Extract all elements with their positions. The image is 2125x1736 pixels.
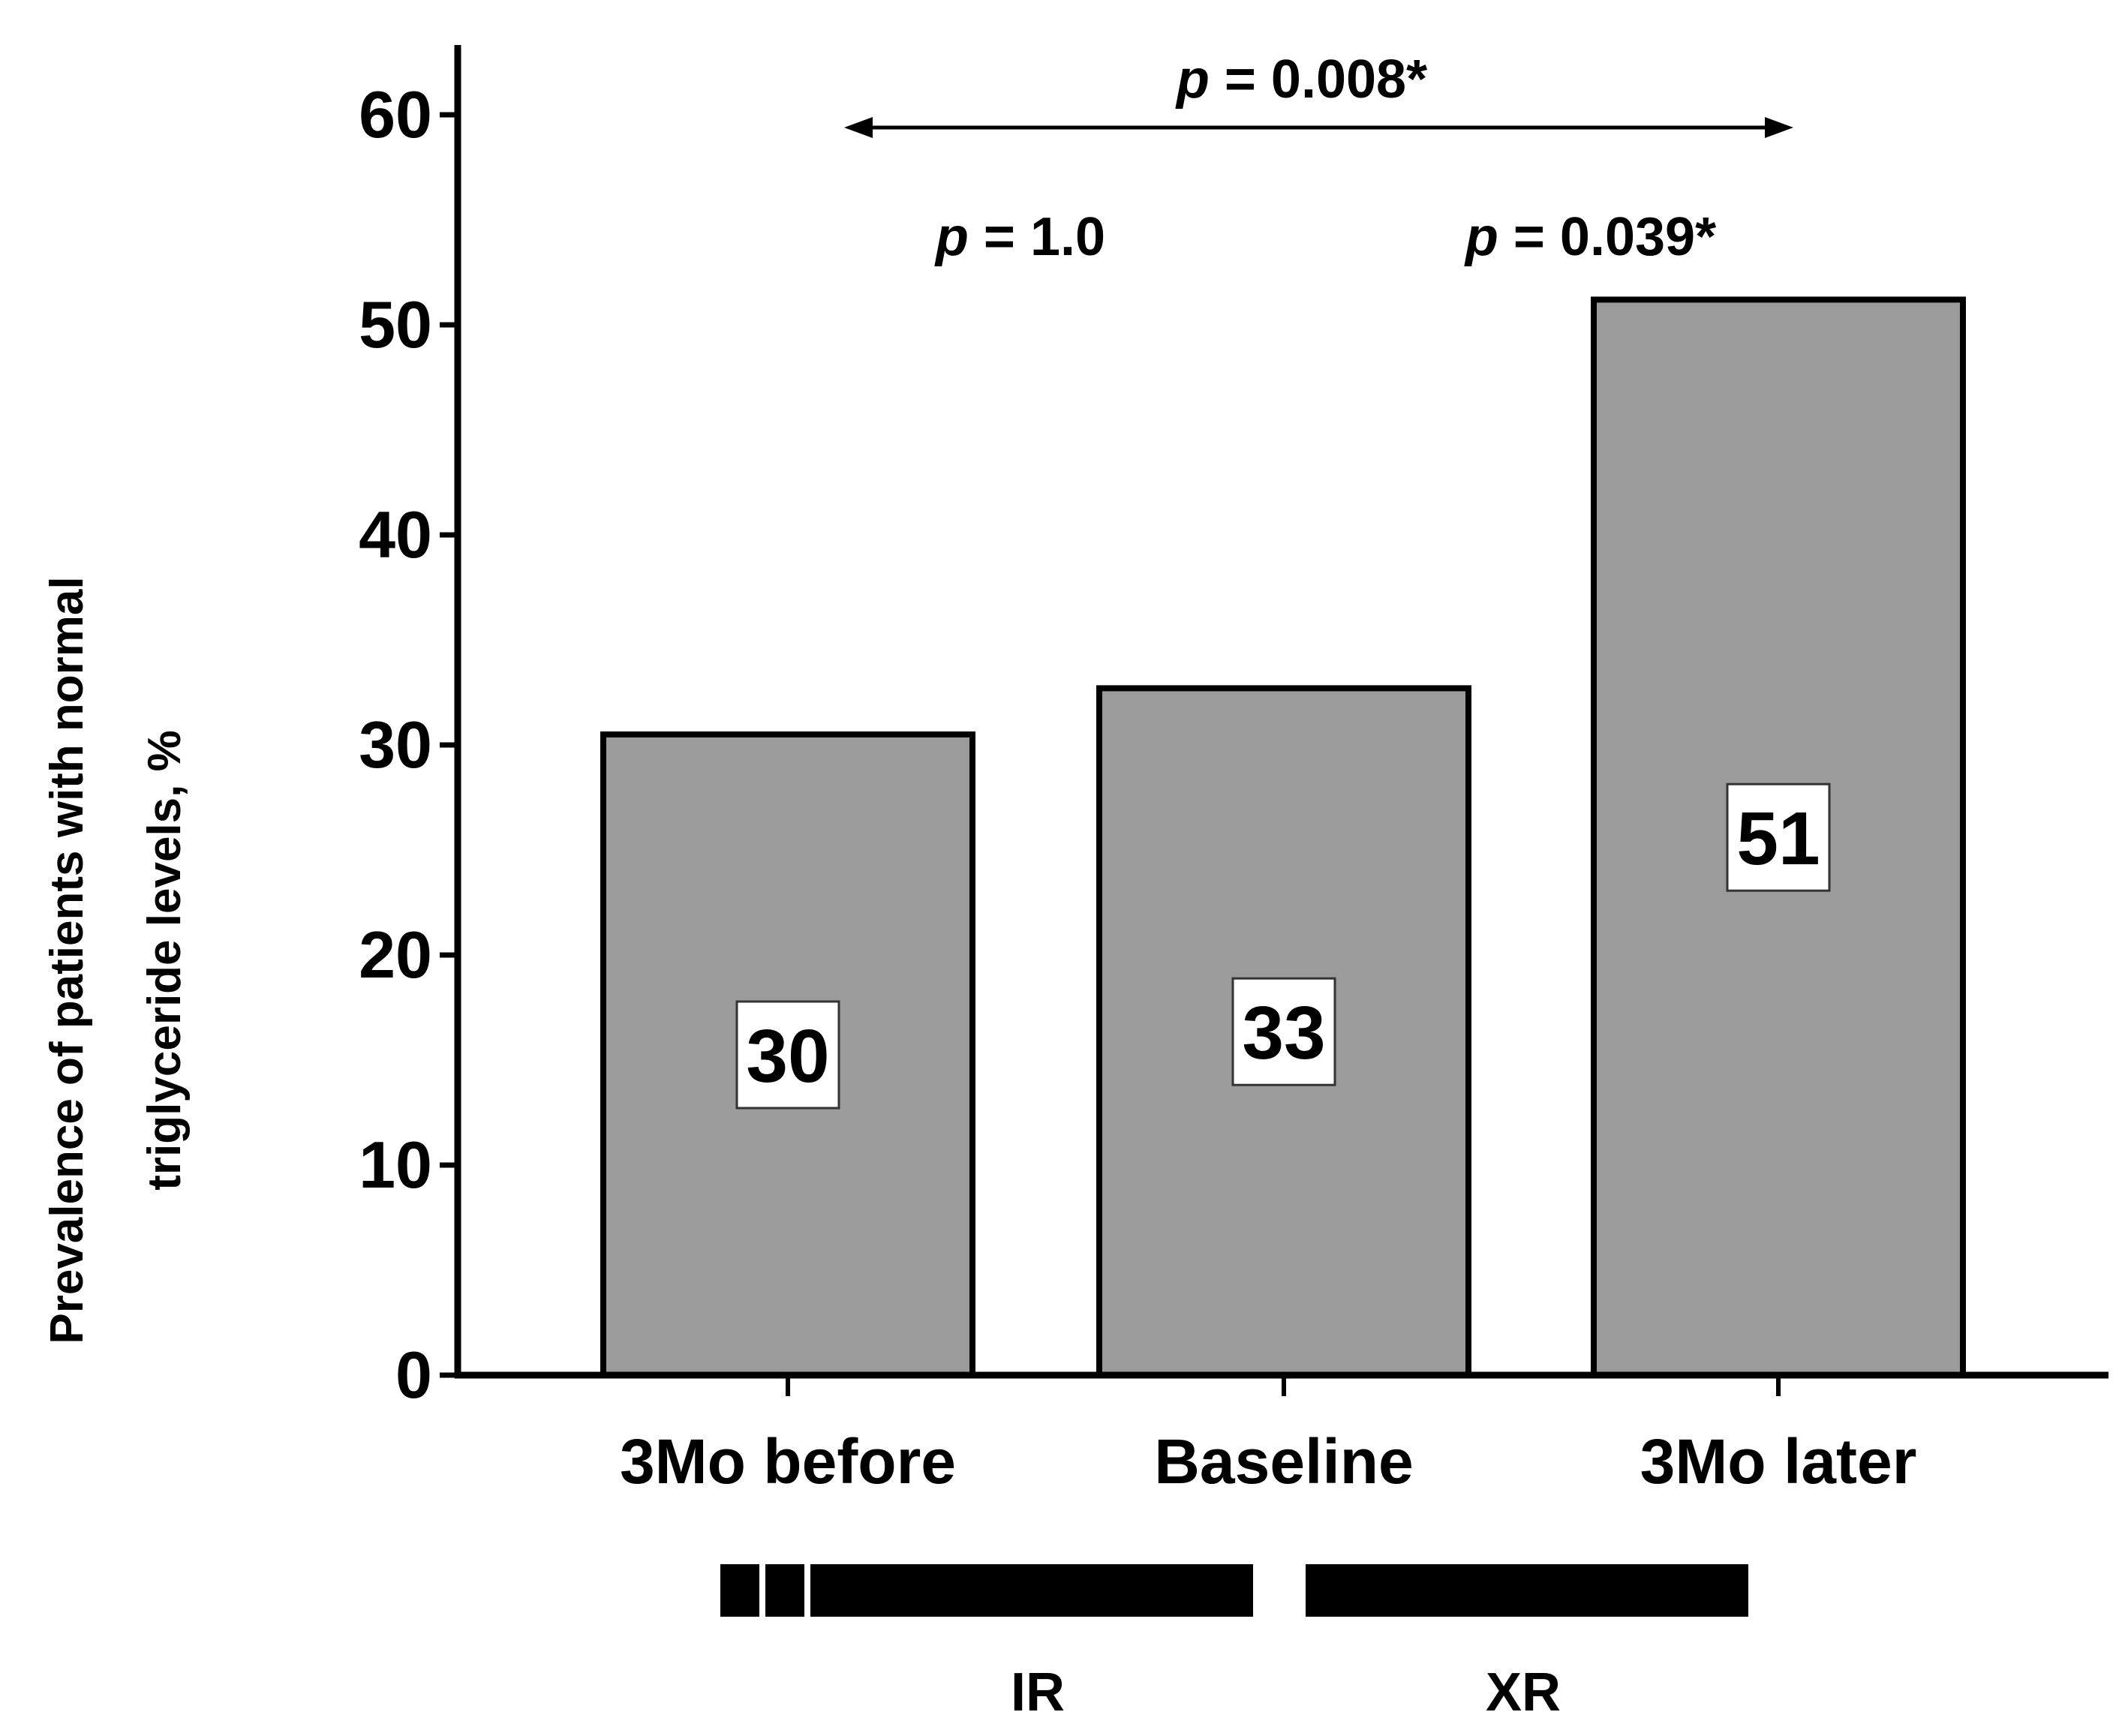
- value-label-box-2: [1726, 782, 1831, 892]
- ir-period-segment-2: [765, 1564, 804, 1617]
- value-label-2: 51: [1736, 797, 1820, 881]
- value-label-0: 30: [746, 1014, 829, 1098]
- ir-period-segment-3: [810, 1564, 1253, 1617]
- value-label-box-0: [735, 1000, 840, 1110]
- ir-period-label: IR: [1011, 1662, 1065, 1722]
- x-tick-label-1: Baseline: [1154, 1426, 1414, 1497]
- y-tick-label-6: 60: [359, 77, 432, 152]
- significance-annotations: p = 0.008* p = 1.0 p = 0.039*: [844, 50, 1793, 267]
- value-labels: 30 33 51: [735, 782, 1831, 1110]
- p-value-pair-1: p = 1.0: [934, 207, 1105, 267]
- y-tick-label-1: 10: [359, 1128, 432, 1202]
- y-tick-label-5: 50: [359, 287, 432, 362]
- ir-period-segment-1: [720, 1564, 759, 1617]
- p-value-pair-2: p = 0.039*: [1464, 207, 1716, 267]
- arrow-head-left: [844, 117, 873, 138]
- y-axis-title-line-2: triglyceride levels, %: [139, 730, 191, 1190]
- y-tick-label-3: 30: [359, 707, 432, 782]
- arrow-head-right: [1765, 117, 1793, 138]
- xr-period-label: XR: [1486, 1662, 1561, 1722]
- y-axis-ticks: 0 10 20 30 40 50 60: [359, 77, 458, 1412]
- y-axis-title-line-1: Prevalence of patients with normal: [41, 576, 93, 1344]
- value-label-box-1: [1231, 977, 1336, 1086]
- p-value-overall: p = 0.008*: [1175, 50, 1427, 110]
- y-tick-label-0: 0: [395, 1338, 432, 1412]
- y-tick-label-2: 20: [359, 918, 432, 992]
- xr-period-bar: [1306, 1564, 1748, 1617]
- y-axis-title: Prevalence of patients with normal trigl…: [41, 576, 191, 1344]
- x-tick-label-0: 3Mo before: [620, 1426, 956, 1497]
- value-label-1: 33: [1242, 991, 1325, 1075]
- x-axis-ticks: 3Mo before Baseline 3Mo later: [620, 1375, 1916, 1497]
- treatment-periods: IR XR: [720, 1564, 1748, 1722]
- x-tick-label-2: 3Mo later: [1640, 1426, 1917, 1497]
- y-tick-label-4: 40: [359, 497, 432, 572]
